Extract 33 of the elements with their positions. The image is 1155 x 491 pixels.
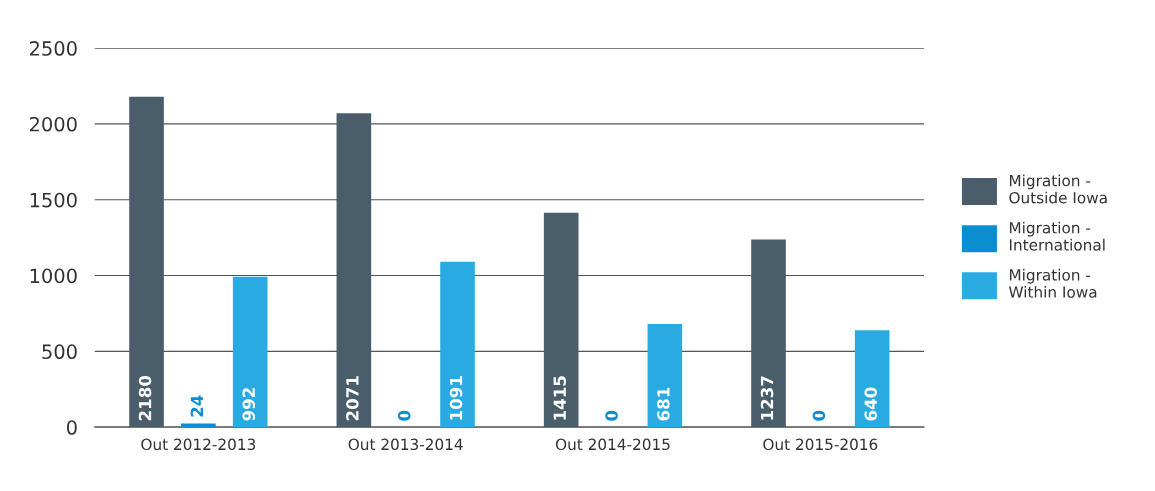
data-label: 0 (397, 410, 411, 421)
bar (543, 212, 579, 428)
y-tick-label: 0 (66, 420, 77, 435)
x-tick-label: Out 2013-2014 (348, 438, 463, 451)
legend-label: Migration - Within Iowa (1008, 268, 1097, 298)
y-tick-label: 2500 (29, 41, 77, 56)
y-tick-label: 2000 (29, 116, 77, 132)
data-label: 0 (812, 410, 826, 421)
bar (232, 276, 268, 428)
data-label: 1237 (760, 376, 774, 420)
legend-label: Migration - Outside Iowa (1009, 174, 1107, 204)
data-label: 640 (864, 387, 878, 421)
data-label: 1415 (553, 376, 567, 420)
bar (129, 96, 164, 428)
y-tick-label: 1000 (30, 268, 77, 284)
bar (336, 113, 372, 428)
x-tick-label: Out 2012-2013 (141, 438, 256, 451)
y-tick-label: 500 (42, 344, 77, 360)
bar (854, 330, 890, 428)
x-tick-label: Out 2014-2015 (555, 438, 670, 451)
bar (647, 323, 683, 428)
x-tick-label: Out 2015-2016 (763, 438, 878, 451)
data-label: 2180 (138, 375, 152, 421)
data-label: 681 (657, 387, 670, 421)
data-label: 0 (605, 410, 618, 421)
data-label: 24 (190, 395, 203, 417)
y-tick-label: 1500 (30, 192, 77, 208)
legend-label: Migration - International (1009, 221, 1105, 251)
data-label: 992 (242, 388, 256, 421)
data-label: 2071 (346, 376, 359, 421)
bar (440, 261, 475, 428)
bar (751, 239, 786, 428)
data-label: 1091 (449, 376, 463, 420)
